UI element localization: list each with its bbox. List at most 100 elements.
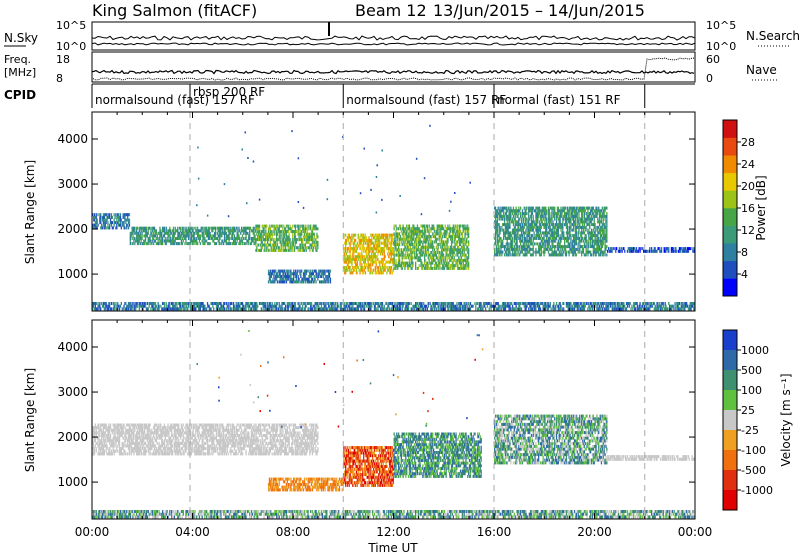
cell-4 (360, 255, 362, 259)
cell-5 (415, 237, 418, 241)
cell-5 (436, 264, 438, 268)
cell-6 (527, 236, 529, 240)
cell-6 (559, 214, 561, 218)
cell-5 (453, 258, 455, 262)
cell-6 (596, 225, 598, 229)
cell-1 (248, 226, 250, 230)
cell-6 (559, 247, 561, 251)
cell-2 (301, 230, 303, 233)
cell-6 (562, 217, 564, 221)
cell-0 (127, 223, 129, 227)
cell-4 (375, 249, 377, 253)
cell-1 (136, 231, 138, 235)
cell-8 (162, 302, 165, 305)
cell-5 (434, 266, 437, 270)
cell-8 (104, 304, 106, 308)
cell-6 (525, 212, 527, 216)
cell-6 (520, 214, 522, 218)
cell-6 (525, 239, 527, 243)
cell-6 (494, 223, 497, 227)
cell-6 (499, 217, 501, 221)
cell-6 (560, 245, 562, 249)
cell-4 (384, 244, 386, 248)
cell-8 (274, 302, 276, 305)
cell-0 (123, 226, 125, 230)
cell-6 (567, 250, 569, 254)
cell-0 (123, 221, 125, 225)
cell-6 (568, 245, 570, 249)
cell-7 (692, 249, 694, 253)
cell-1 (152, 226, 154, 230)
cell-1 (191, 229, 193, 233)
cell-4 (373, 244, 376, 248)
cell-6 (606, 217, 608, 221)
cell-5 (417, 248, 419, 252)
cell-6 (531, 228, 533, 232)
cell-2 (283, 246, 285, 250)
freq-strip: Freq. [MHz] 18 8 60 0 Nave (4, 51, 778, 85)
cell-1 (233, 226, 236, 230)
cell-6 (538, 245, 540, 249)
cell-8 (254, 304, 256, 308)
cell-8 (129, 304, 131, 308)
cell-0 (119, 223, 122, 227)
cell-3 (304, 275, 306, 278)
cell-6 (555, 245, 557, 249)
cell-5 (430, 256, 432, 260)
cell-1 (214, 242, 216, 246)
cell-5 (461, 232, 463, 236)
cell-6 (535, 247, 537, 251)
cell-6 (569, 245, 571, 249)
cell-6 (535, 250, 537, 254)
cell-5 (398, 227, 400, 231)
cell-1 (164, 242, 166, 246)
cell-6 (567, 231, 569, 235)
cell-6 (565, 217, 568, 221)
cell-6 (500, 236, 502, 240)
cell-6 (540, 247, 542, 251)
cell-6 (581, 214, 583, 218)
cell-1 (241, 229, 244, 233)
cell-6 (527, 231, 529, 235)
cell-3 (302, 280, 304, 284)
cell-8 (233, 304, 236, 308)
cell-3 (305, 272, 307, 276)
cell-2 (312, 224, 314, 228)
cell-5 (420, 240, 422, 244)
cell-6 (520, 231, 523, 235)
cell-6 (583, 245, 585, 249)
cell-8 (112, 307, 114, 311)
cell-5 (447, 266, 449, 270)
cell-6 (583, 214, 585, 218)
cell-2 (301, 232, 303, 236)
cell-1 (238, 237, 240, 240)
cell-3 (328, 269, 330, 273)
cell-6 (573, 250, 575, 254)
cell-5 (438, 256, 440, 260)
cell-6 (574, 253, 577, 257)
cell-8 (282, 307, 284, 311)
cell-6 (508, 250, 510, 254)
cell-6 (590, 231, 593, 235)
cell-6 (583, 225, 585, 229)
cell-2 (299, 243, 301, 247)
cell-1 (254, 237, 256, 240)
cell-6 (559, 253, 561, 257)
cell-5 (415, 261, 417, 265)
cell-2 (300, 235, 302, 239)
cell-7 (629, 247, 631, 251)
cell-6 (557, 239, 559, 243)
cell-2 (309, 243, 311, 247)
cell-5 (447, 237, 449, 241)
cell-6 (601, 214, 603, 218)
cell-5 (443, 235, 446, 239)
cell-6 (538, 214, 540, 218)
cell-0 (128, 223, 131, 227)
cell-8 (239, 304, 241, 308)
cell-8 (167, 307, 169, 311)
cell-7 (610, 249, 612, 253)
cell-1 (223, 231, 226, 235)
cell-5 (398, 261, 401, 265)
cell-4 (364, 266, 367, 269)
cell-4 (364, 233, 367, 237)
